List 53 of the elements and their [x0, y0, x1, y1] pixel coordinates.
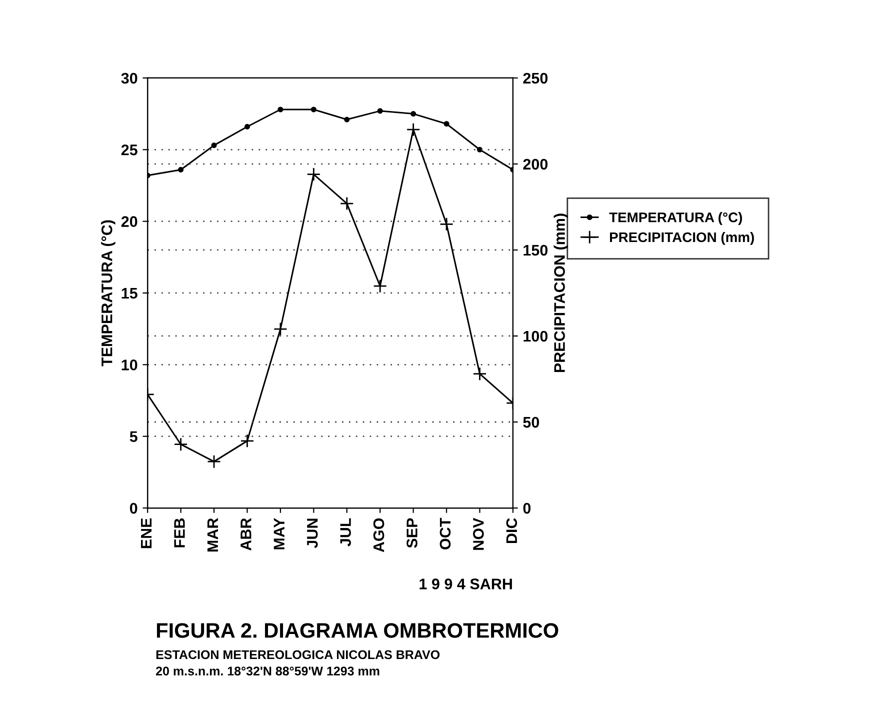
y2-tick-label: 0 [523, 502, 531, 514]
point [440, 217, 454, 232]
text: ESTACION METEREOLOGICA NICOLAS BRAVO [156, 650, 440, 660]
point [278, 106, 284, 112]
y-tick-label: 5 [130, 431, 138, 442]
point [306, 167, 321, 182]
y2-tick-label: 100 [524, 330, 548, 342]
y2-tick-label: 150 [524, 244, 548, 256]
point [406, 122, 420, 137]
point [340, 196, 354, 210]
point [178, 166, 184, 172]
y2-tick-label: 50 [523, 416, 540, 428]
y-tick-label: 15 [122, 288, 138, 299]
y-tick-label: 20 [121, 216, 138, 227]
point [174, 437, 188, 452]
y-tick-label: 25 [121, 144, 138, 156]
x-tick-label: ABR [240, 518, 252, 550]
x-tick-label: OCT [440, 518, 451, 550]
point [476, 146, 483, 152]
y2-tick-label: 250 [523, 72, 548, 84]
point [244, 124, 250, 130]
y-tick-label: 0 [130, 502, 138, 514]
text: 20 m.s.n.m. 18°32'N 88°59'W 1293 mm [156, 666, 380, 676]
point [240, 434, 254, 448]
x-tick-label: DIC [506, 518, 518, 544]
legend-label: PRECIPITACION (mm) [610, 232, 754, 245]
x-tick-label: MAY [274, 518, 284, 550]
y2-axis-title: PRECIPITACION (mm) [554, 214, 568, 372]
point [310, 106, 316, 112]
y-tick-label: 30 [121, 72, 138, 84]
point [207, 454, 221, 469]
y-tick-label: 10 [122, 360, 138, 370]
x-tick-label: MAR [207, 518, 218, 552]
x-tick-label: JUL [340, 518, 351, 546]
x-tick-label: FEB [174, 518, 185, 548]
point [410, 111, 416, 117]
point [273, 322, 288, 336]
point [472, 366, 487, 381]
x-tick-label: JUN [307, 518, 318, 548]
x-tick-label: NOV [473, 518, 484, 550]
legend-label: TEMPERATURA (°C) [609, 212, 742, 226]
point [211, 142, 217, 148]
point [373, 279, 388, 294]
x-tick-label: SEP [406, 518, 418, 548]
x-tick-label: AGO [373, 518, 384, 552]
y-axis-title: TEMPERATURA (°C) [101, 220, 116, 366]
x-tick-label: ENE [141, 518, 152, 548]
text: FIGURA 2. DIAGRAMA OMBROTERMICO [156, 623, 558, 638]
point [344, 116, 350, 122]
text: 1 9 9 4 SARH [420, 578, 512, 590]
point [377, 108, 383, 114]
y2-tick-label: 200 [523, 158, 548, 170]
point [444, 121, 450, 127]
